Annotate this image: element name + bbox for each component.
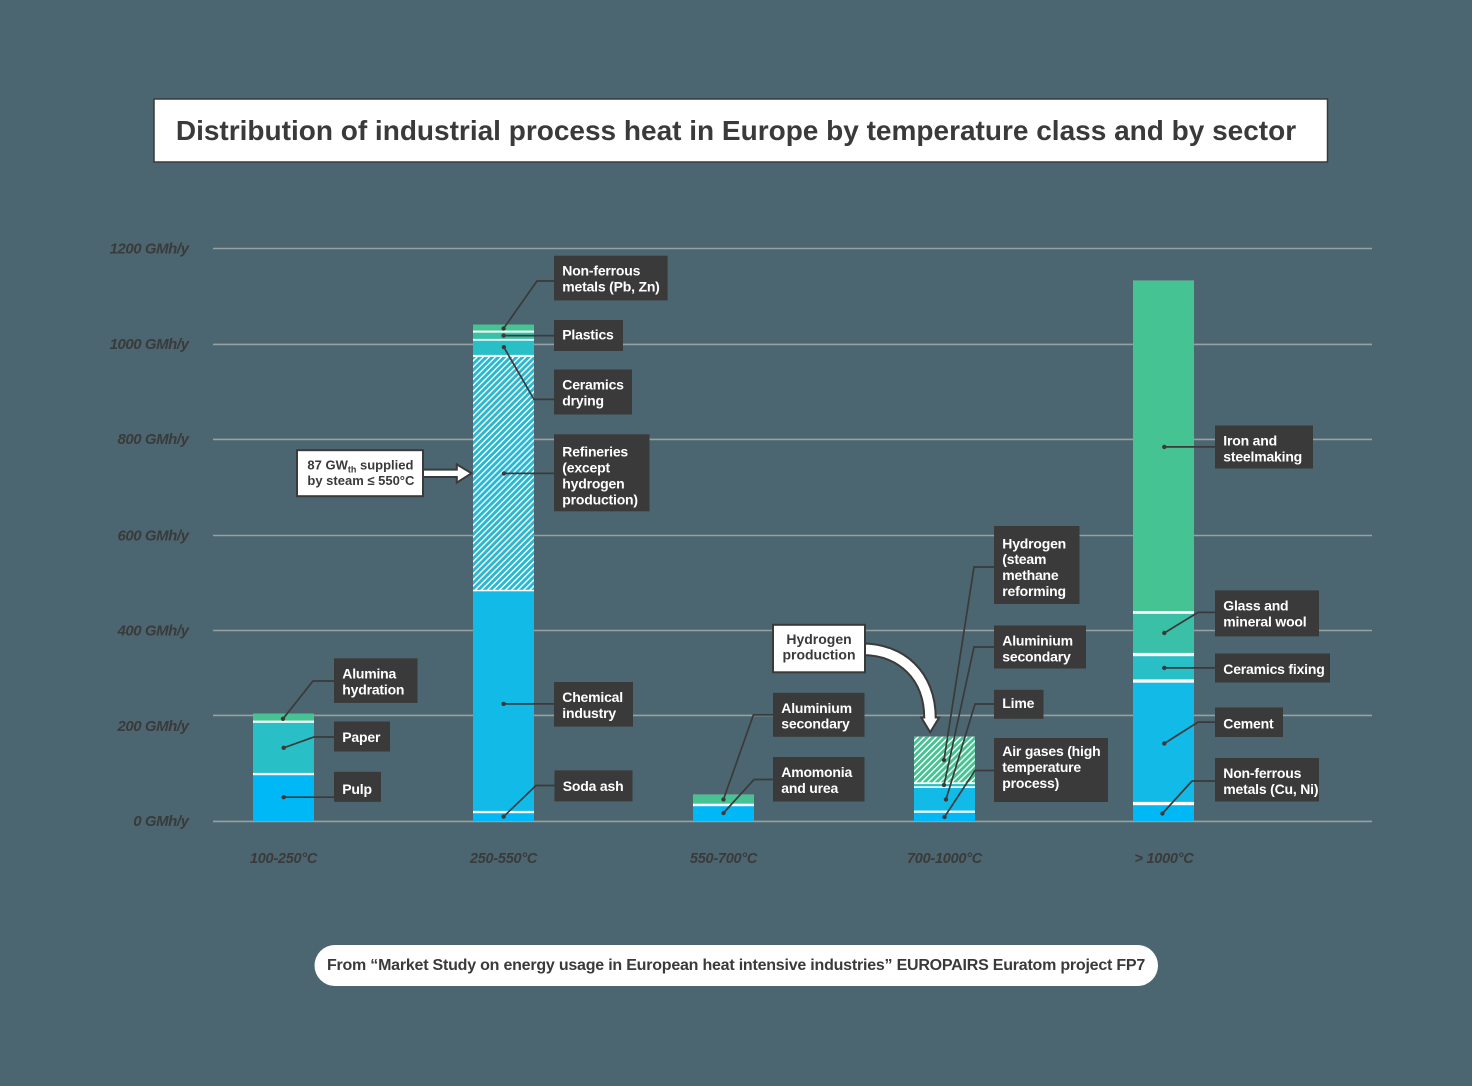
svg-text:Hydrogen: Hydrogen [1002, 535, 1066, 551]
svg-text:metals (Cu, Ni): metals (Cu, Ni) [1223, 781, 1318, 797]
svg-text:Ceramics fixing: Ceramics fixing [1223, 661, 1324, 677]
svg-text:reforming: reforming [1002, 583, 1066, 599]
svg-text:Ceramics: Ceramics [562, 377, 624, 393]
svg-text:and urea: and urea [781, 780, 838, 796]
svg-text:Iron and: Iron and [1223, 433, 1277, 449]
svg-text:Chemical: Chemical [562, 689, 623, 705]
svg-text:1000 GMh/y: 1000 GMh/y [110, 336, 190, 353]
svg-text:From “Market Study on energy u: From “Market Study on energy usage in Eu… [327, 957, 1145, 974]
svg-text:800 GMh/y: 800 GMh/y [118, 431, 190, 448]
svg-text:Plastics: Plastics [562, 327, 614, 343]
svg-text:Amomonia: Amomonia [781, 764, 852, 780]
svg-text:200 GMh/y: 200 GMh/y [117, 718, 190, 735]
svg-text:(steam: (steam [1002, 551, 1046, 567]
svg-text:by steam ≤ 550°C: by steam ≤ 550°C [307, 473, 415, 488]
svg-text:(except: (except [562, 460, 610, 476]
svg-text:Non-ferrous: Non-ferrous [562, 263, 640, 279]
svg-text:1200 GMh/y: 1200 GMh/y [110, 240, 190, 257]
svg-text:hydration: hydration [342, 681, 404, 697]
svg-text:secondary: secondary [1002, 648, 1071, 664]
svg-text:Lime: Lime [1002, 695, 1034, 711]
svg-text:metals (Pb, Zn): metals (Pb, Zn) [562, 279, 659, 295]
svg-text:Air gases (high: Air gases (high [1002, 743, 1100, 759]
svg-text:100-250°C: 100-250°C [250, 851, 318, 867]
svg-text:hydrogen: hydrogen [562, 475, 624, 491]
svg-text:87 GWth supplied: 87 GWth supplied [307, 457, 413, 474]
svg-text:Cement: Cement [1223, 716, 1274, 732]
svg-text:secondary: secondary [781, 716, 850, 732]
svg-text:methane: methane [1002, 567, 1059, 583]
svg-text:process): process) [1002, 775, 1059, 791]
svg-text:production): production) [562, 491, 638, 507]
svg-text:production: production [782, 647, 855, 663]
svg-text:250-550°C: 250-550°C [469, 851, 538, 867]
svg-text:drying: drying [562, 392, 604, 408]
svg-text:Non-ferrous: Non-ferrous [1223, 765, 1301, 781]
svg-text:> 1000°C: > 1000°C [1134, 851, 1194, 867]
svg-text:550-700°C: 550-700°C [690, 851, 758, 867]
svg-text:0 GMh/y: 0 GMh/y [133, 813, 189, 830]
svg-text:600 GMh/y: 600 GMh/y [118, 527, 190, 544]
svg-text:Hydrogen: Hydrogen [786, 631, 851, 647]
svg-text:Soda ash: Soda ash [563, 778, 624, 794]
svg-text:Glass and: Glass and [1223, 597, 1288, 613]
svg-text:700-1000°C: 700-1000°C [907, 851, 983, 867]
svg-text:Aluminium: Aluminium [1002, 633, 1073, 649]
svg-text:Alumina: Alumina [342, 665, 396, 681]
svg-text:Aluminium: Aluminium [781, 700, 852, 716]
svg-text:400 GMh/y: 400 GMh/y [117, 622, 190, 639]
svg-text:industry: industry [562, 705, 616, 721]
svg-text:Refineries: Refineries [562, 444, 628, 460]
svg-text:Pulp: Pulp [342, 781, 372, 797]
svg-text:Paper: Paper [342, 729, 381, 745]
svg-text:mineral wool: mineral wool [1223, 613, 1306, 629]
svg-text:steelmaking: steelmaking [1223, 448, 1302, 464]
svg-text:temperature: temperature [1002, 759, 1081, 775]
svg-text:Distribution of industrial pro: Distribution of industrial process heat … [176, 115, 1296, 146]
